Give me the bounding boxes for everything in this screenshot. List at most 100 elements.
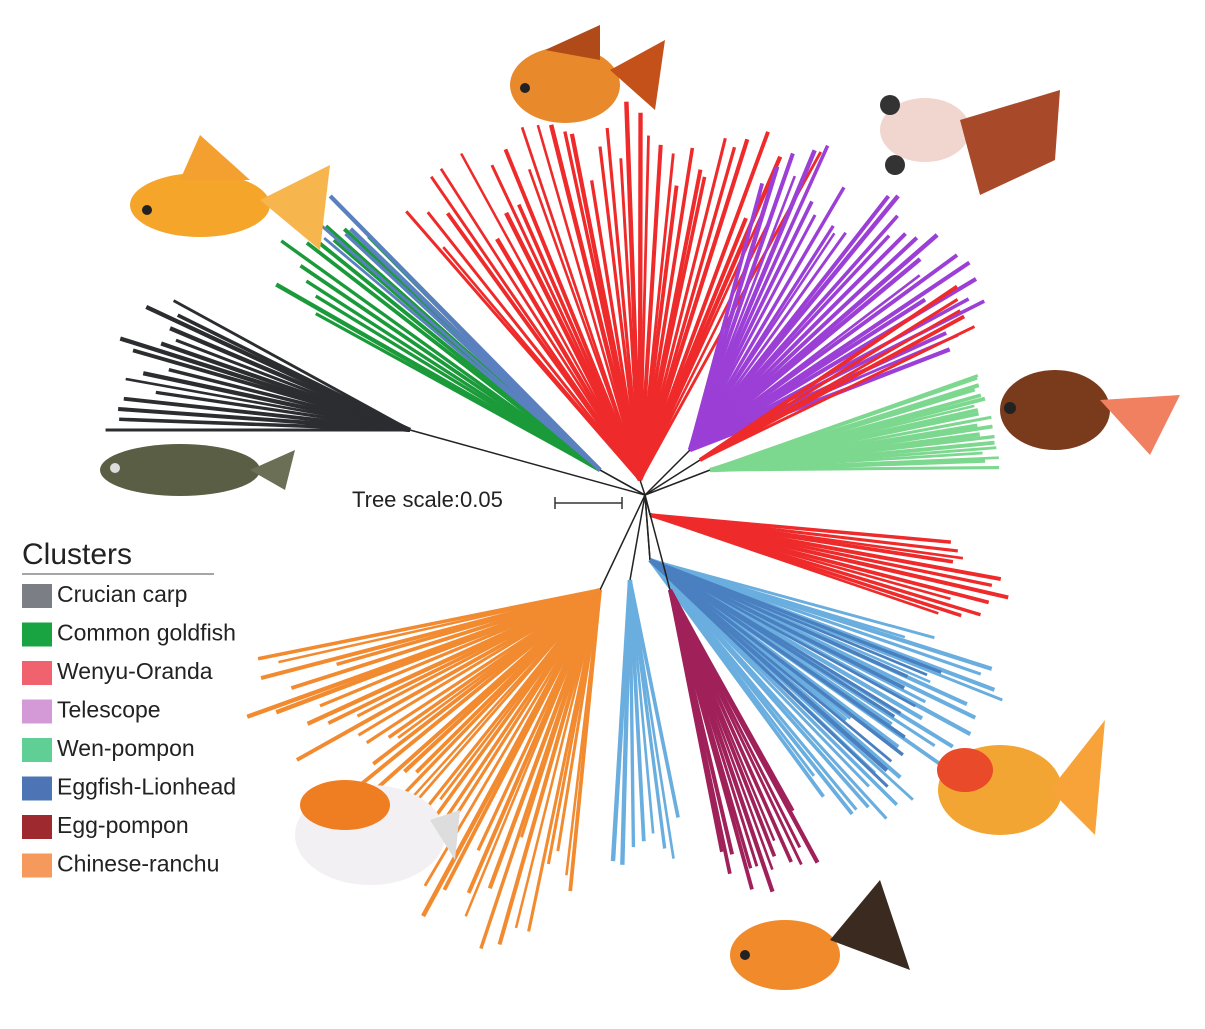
- leaf-branch: [280, 239, 601, 472]
- leaf-branch: [649, 558, 916, 708]
- legend-label: Chinese-ranchu: [57, 851, 219, 877]
- leaf-branch: [527, 589, 602, 932]
- leaf-branch: [649, 558, 909, 679]
- internal-branch: [644, 494, 671, 591]
- leaf-branch: [495, 237, 642, 482]
- leaf-branch: [295, 588, 601, 762]
- fish-wen-pompon: [1000, 370, 1180, 455]
- leaf-branch: [668, 588, 820, 864]
- internal-branch: [599, 494, 646, 591]
- fish-goldfish-top: [510, 25, 665, 123]
- leaf-branch: [688, 257, 922, 452]
- leaf-branch: [637, 112, 643, 481]
- internal-branch: [629, 494, 646, 581]
- leaf-branch: [257, 588, 601, 661]
- legend-label: Crucian carp: [57, 581, 187, 607]
- leaf-branch: [648, 558, 906, 739]
- leaf-branch: [305, 211, 601, 472]
- leaf-branch: [610, 579, 633, 862]
- leaf-branch: [442, 246, 642, 481]
- leaf-branch: [306, 588, 601, 726]
- leaf-branch: [565, 589, 602, 876]
- leaf-branch: [590, 180, 642, 481]
- leaf-branch: [569, 133, 643, 481]
- leaf-branch: [648, 558, 870, 809]
- leaf-branch: [699, 325, 976, 462]
- leaf-branch: [123, 396, 411, 432]
- leaf-branch: [688, 214, 817, 451]
- leaf-branch: [688, 253, 959, 452]
- fish-common-goldfish: [130, 135, 330, 250]
- leaf-branch: [649, 513, 939, 615]
- leaf-branch: [548, 124, 643, 481]
- fish-lionhead: [937, 720, 1105, 835]
- leaf-branch: [605, 127, 642, 481]
- legend-label: Egg-pompon: [57, 812, 189, 838]
- leaf-branch: [426, 211, 642, 481]
- leaf-branch: [503, 148, 642, 481]
- leaf-branch: [328, 194, 602, 472]
- legend-swatch: [22, 661, 52, 685]
- fish-telescope: [880, 90, 1060, 195]
- leaf-branch: [275, 282, 602, 472]
- legend-label: Wen-pompon: [57, 735, 195, 761]
- legend-label: Common goldfish: [57, 620, 236, 646]
- leaf-branch: [638, 147, 695, 481]
- fish-crucian-carp: [100, 444, 295, 496]
- leaf-branch: [709, 466, 1000, 472]
- leaf-branch: [688, 194, 900, 452]
- legend: Crucian carp Common goldfish Wenyu-Oranda T…: [22, 581, 236, 878]
- leaf-branch: [648, 558, 889, 772]
- leaf-branch: [628, 579, 680, 818]
- leaf-branch: [476, 589, 602, 851]
- leaf-branch: [624, 101, 643, 481]
- leaf-branch: [637, 144, 663, 481]
- tree-scale-label: Tree scale:0.05: [352, 487, 503, 512]
- leaf-branch: [520, 126, 642, 481]
- leaf-branch: [689, 347, 951, 453]
- internal-branch: [599, 469, 646, 496]
- leaf-branch: [155, 390, 411, 432]
- leaf-branch: [638, 137, 727, 481]
- leaf-branch: [628, 579, 667, 849]
- leaf-branch: [172, 299, 411, 432]
- leaf-branch: [638, 176, 707, 481]
- leaf-branch: [628, 579, 646, 842]
- legend-title: Clusters: [22, 538, 132, 571]
- leaf-branch: [649, 558, 896, 718]
- internal-branch: [409, 429, 646, 496]
- legend-swatch: [22, 738, 52, 762]
- leaf-branch: [638, 135, 650, 481]
- internal-branch: [644, 469, 711, 496]
- leaf-branch: [699, 314, 966, 462]
- leaf-branch: [290, 588, 601, 690]
- legend-swatch: [22, 622, 52, 647]
- leaf-branch: [638, 138, 750, 481]
- leaf-branch: [668, 589, 724, 853]
- leaf-branch: [246, 587, 601, 719]
- leaf-branch: [699, 298, 959, 462]
- leaf-branch: [365, 588, 601, 745]
- legend-swatch: [22, 853, 52, 878]
- leaf-branch: [698, 284, 959, 462]
- legend-swatch: [22, 776, 52, 801]
- fish-ranchu: [295, 780, 460, 885]
- leaf-branch: [648, 558, 904, 757]
- leaf-branch: [479, 589, 602, 950]
- leaf-branch: [260, 588, 601, 680]
- leaf-branch: [648, 558, 825, 798]
- internal-branch: [639, 479, 646, 496]
- internal-branch: [644, 459, 701, 496]
- internal-branch: [644, 449, 691, 496]
- leaf-branch: [649, 558, 906, 690]
- leaf-branch: [497, 589, 602, 946]
- tree: [105, 101, 1009, 950]
- leaf-branch: [487, 589, 602, 890]
- legend-label: Telescope: [57, 697, 161, 723]
- fish-oranda-bottom: [730, 880, 910, 990]
- leaf-branch: [421, 588, 602, 918]
- leaf-branch: [176, 313, 411, 432]
- leaf-branch: [429, 175, 642, 481]
- legend-swatch: [22, 815, 52, 839]
